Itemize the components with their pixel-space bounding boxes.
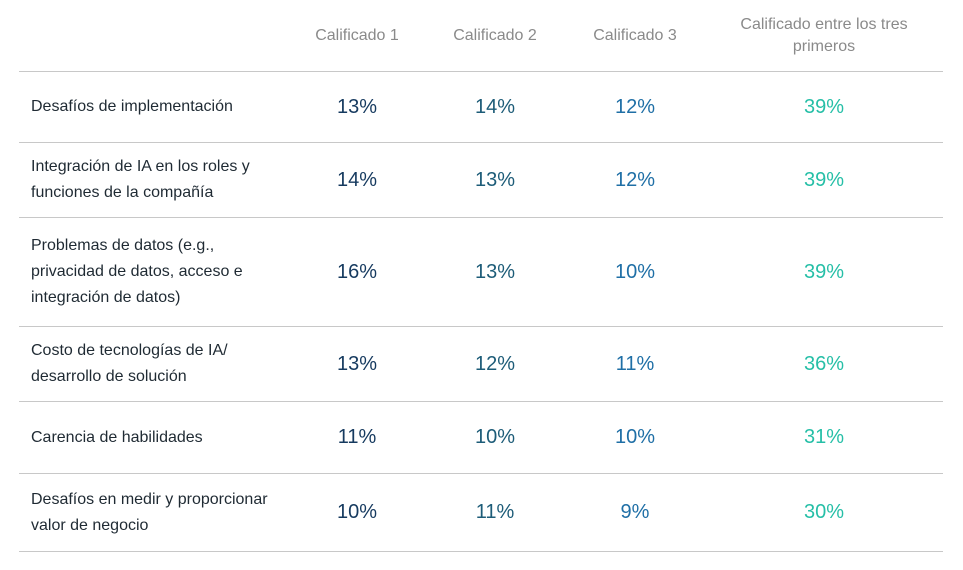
table-row: Carencia de habilidades 11% 10% 10% 31%: [19, 402, 943, 474]
table-header: Calificado 1 Calificado 2 Calificado 3 C…: [19, 0, 943, 72]
table-cell: 16%: [336, 260, 378, 283]
table-cell: 10%: [336, 501, 378, 523]
table-cell: 31%: [803, 426, 845, 448]
table-row: Costo de tecnologías de IA/ desarrollo d…: [19, 327, 943, 402]
column-header: Calificado entre los tres primeros: [740, 15, 908, 55]
row-label: Desafíos en medir y proporcionar valor d…: [31, 490, 268, 534]
table-cell: 13%: [474, 260, 516, 283]
table-row: Problemas de datos (e.g., privacidad de …: [19, 218, 943, 327]
column-header: Calificado 2: [453, 26, 537, 44]
row-label: Desafíos de implementación: [31, 98, 233, 115]
table-cell: 36%: [803, 352, 845, 375]
table-cell: 13%: [336, 95, 378, 118]
table-cell: 13%: [336, 352, 378, 375]
table-row: Integración de IA en los roles y funcion…: [19, 143, 943, 218]
table-cell: 11%: [475, 501, 515, 523]
table-cell: 39%: [803, 95, 845, 118]
table-cell: 10%: [474, 426, 516, 448]
column-header: Calificado 1: [315, 26, 399, 44]
table-cell: 12%: [614, 168, 656, 191]
table-cell: 14%: [474, 95, 516, 118]
row-label: Problemas de datos (e.g., privacidad de …: [31, 237, 243, 306]
row-label: Carencia de habilidades: [31, 428, 203, 446]
table-row: Desafíos de implementación 13% 14% 12% 3…: [19, 72, 943, 143]
table-cell: 10%: [614, 260, 656, 283]
table-cell: 30%: [803, 501, 845, 523]
table-cell: 39%: [803, 168, 845, 191]
table-cell: 14%: [336, 168, 378, 191]
table-cell: 10%: [614, 426, 656, 448]
row-label: Integración de IA en los roles y funcion…: [31, 158, 250, 201]
table-cell: 13%: [474, 168, 516, 191]
table-cell: 11%: [615, 352, 655, 375]
table-row: Desafíos en medir y proporcionar valor d…: [19, 474, 943, 552]
table-cell: 39%: [803, 260, 845, 283]
table-cell: 12%: [474, 352, 516, 375]
ranking-table: Calificado 1 Calificado 2 Calificado 3 C…: [19, 0, 943, 552]
table-cell: 9%: [620, 501, 650, 523]
column-header: Calificado 3: [593, 26, 677, 44]
table-cell: 12%: [614, 95, 656, 118]
row-label: Costo de tecnologías de IA/ desarrollo d…: [31, 342, 228, 385]
table-cell: 11%: [337, 426, 377, 448]
